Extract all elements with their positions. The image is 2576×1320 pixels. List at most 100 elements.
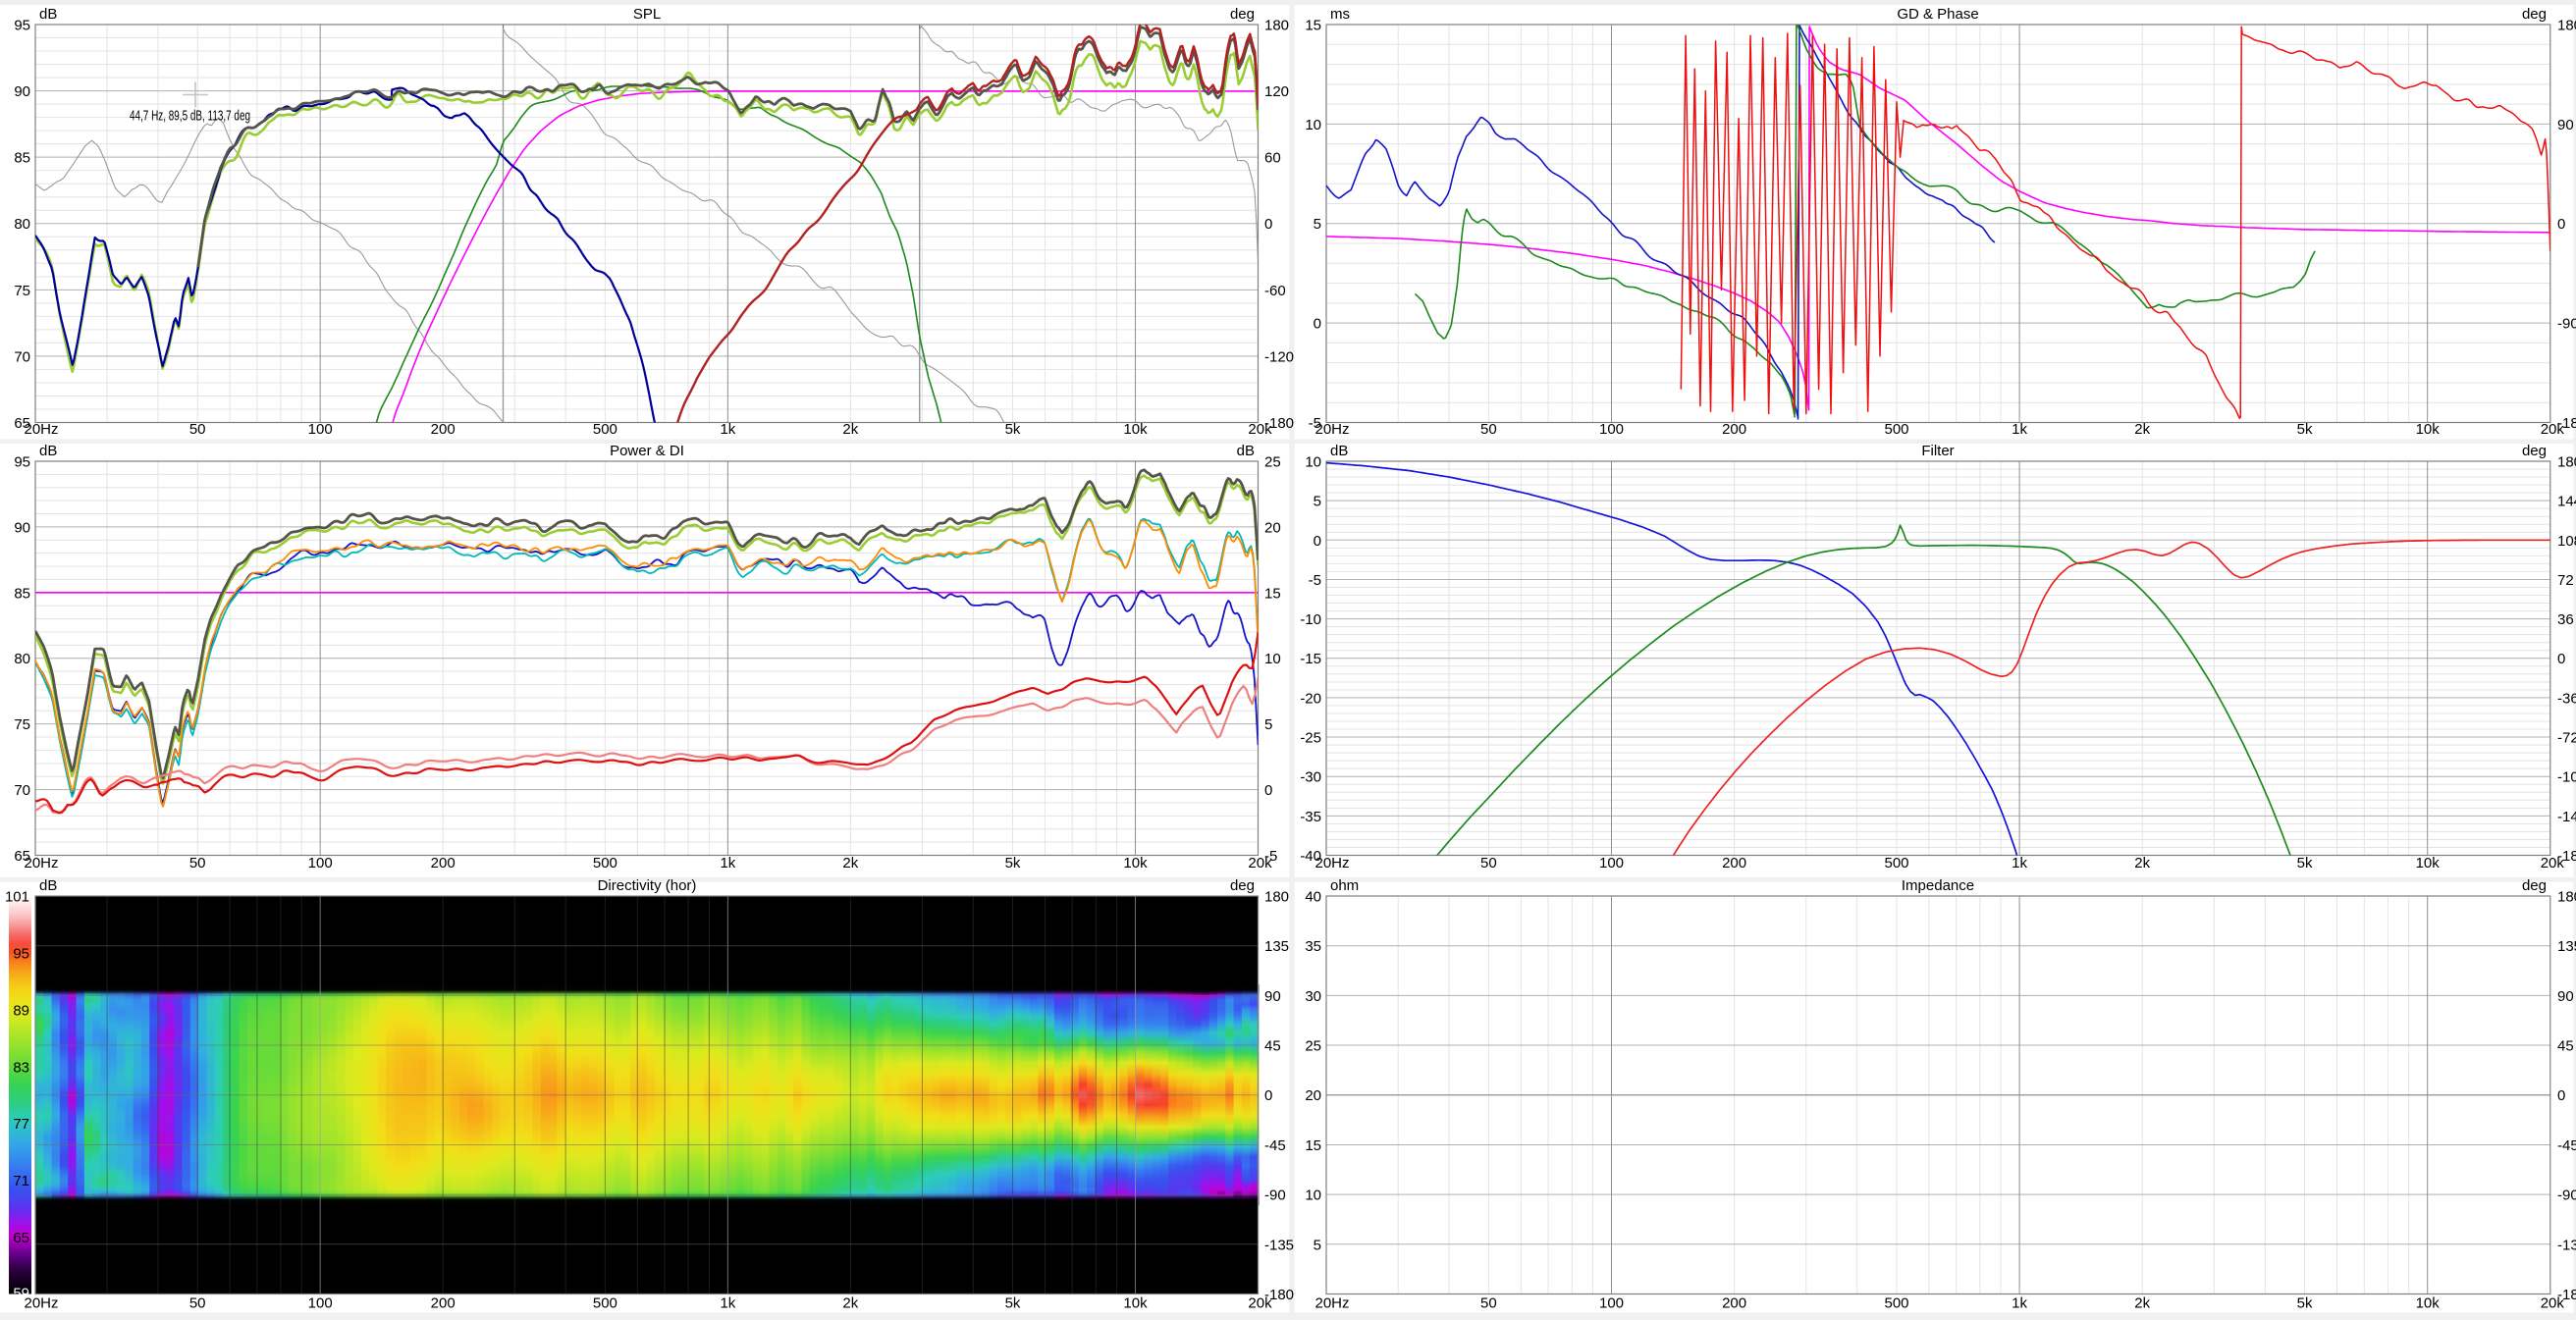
- svg-text:500: 500: [593, 1295, 617, 1312]
- svg-text:-5: -5: [1264, 848, 1277, 865]
- svg-text:90: 90: [1264, 988, 1281, 1005]
- svg-text:100: 100: [1599, 855, 1624, 871]
- svg-text:20Hz: 20Hz: [1315, 421, 1349, 438]
- svg-text:45: 45: [1264, 1038, 1281, 1055]
- svg-text:180: 180: [1264, 18, 1289, 34]
- svg-text:90: 90: [2557, 988, 2574, 1005]
- svg-text:70: 70: [14, 348, 30, 365]
- svg-text:2k: 2k: [2134, 1295, 2150, 1312]
- svg-text:5k: 5k: [2297, 1295, 2313, 1312]
- svg-text:10: 10: [1305, 1188, 1321, 1204]
- svg-text:40: 40: [1305, 889, 1321, 906]
- svg-text:83: 83: [13, 1059, 29, 1076]
- svg-text:-120: -120: [1264, 348, 1294, 365]
- svg-text:50: 50: [189, 1295, 206, 1312]
- svg-text:5k: 5k: [2297, 855, 2313, 871]
- svg-text:90: 90: [14, 83, 30, 100]
- svg-text:20k: 20k: [1248, 1295, 1272, 1312]
- svg-text:70: 70: [14, 782, 30, 799]
- svg-text:75: 75: [14, 283, 30, 299]
- svg-text:-35: -35: [1300, 809, 1321, 825]
- svg-text:5k: 5k: [1005, 855, 1021, 871]
- svg-text:-36: -36: [2557, 690, 2576, 707]
- svg-text:200: 200: [431, 855, 456, 871]
- svg-text:-180: -180: [2557, 415, 2576, 432]
- svg-text:10: 10: [1305, 117, 1321, 133]
- svg-text:65: 65: [14, 848, 30, 865]
- svg-text:5k: 5k: [1005, 1295, 1021, 1312]
- svg-text:36: 36: [2557, 611, 2574, 628]
- svg-text:-45: -45: [2557, 1137, 2576, 1154]
- svg-text:90: 90: [14, 519, 30, 536]
- svg-text:180: 180: [2557, 889, 2576, 906]
- svg-text:10k: 10k: [2416, 1295, 2441, 1312]
- svg-text:-180: -180: [2557, 848, 2576, 865]
- svg-text:500: 500: [593, 421, 617, 438]
- svg-text:Power & DI: Power & DI: [610, 443, 684, 459]
- svg-text:50: 50: [1480, 855, 1497, 871]
- svg-text:-45: -45: [1264, 1137, 1286, 1154]
- svg-text:10k: 10k: [2416, 855, 2441, 871]
- svg-text:dB: dB: [1330, 443, 1348, 459]
- svg-text:Filter: Filter: [1921, 443, 1954, 459]
- svg-text:-90: -90: [2557, 1188, 2576, 1204]
- svg-text:200: 200: [1722, 1295, 1746, 1312]
- svg-text:5: 5: [1314, 1237, 1321, 1253]
- svg-text:-10: -10: [1300, 611, 1321, 628]
- svg-text:-40: -40: [1300, 848, 1321, 865]
- svg-text:deg: deg: [2522, 877, 2547, 894]
- svg-text:500: 500: [1884, 1295, 1908, 1312]
- svg-text:59: 59: [13, 1286, 29, 1302]
- svg-text:-90: -90: [2557, 316, 2576, 333]
- svg-text:dB: dB: [39, 877, 57, 894]
- svg-text:144: 144: [2557, 494, 2576, 510]
- svg-text:101: 101: [5, 889, 29, 906]
- svg-text:1k: 1k: [2012, 421, 2027, 438]
- svg-text:-90: -90: [1264, 1188, 1286, 1204]
- svg-text:1k: 1k: [2012, 855, 2027, 871]
- svg-text:1k: 1k: [2012, 1295, 2027, 1312]
- svg-text:5k: 5k: [2297, 421, 2313, 438]
- svg-text:1k: 1k: [720, 1295, 735, 1312]
- svg-text:200: 200: [1722, 855, 1746, 871]
- svg-text:135: 135: [2557, 938, 2576, 955]
- svg-text:60: 60: [1264, 150, 1281, 167]
- svg-text:GD & Phase: GD & Phase: [1897, 6, 1978, 23]
- svg-text:Impedance: Impedance: [1902, 877, 1974, 894]
- svg-text:35: 35: [1305, 938, 1321, 955]
- svg-text:50: 50: [189, 855, 206, 871]
- svg-text:5k: 5k: [1005, 421, 1021, 438]
- svg-text:15: 15: [1264, 585, 1281, 602]
- svg-text:100: 100: [308, 421, 333, 438]
- svg-text:10k: 10k: [2416, 421, 2441, 438]
- svg-text:-135: -135: [2557, 1237, 2576, 1253]
- svg-text:deg: deg: [2522, 6, 2547, 23]
- svg-text:20Hz: 20Hz: [1315, 1295, 1349, 1312]
- svg-text:deg: deg: [1230, 877, 1255, 894]
- svg-text:90: 90: [2557, 117, 2574, 133]
- svg-text:71: 71: [13, 1173, 29, 1189]
- svg-text:0: 0: [2557, 1087, 2565, 1104]
- svg-text:500: 500: [1884, 855, 1908, 871]
- svg-text:-5: -5: [1309, 572, 1321, 589]
- svg-text:10: 10: [1264, 651, 1281, 667]
- svg-text:95: 95: [14, 454, 30, 471]
- svg-text:20Hz: 20Hz: [24, 421, 58, 438]
- svg-text:10: 10: [1305, 454, 1321, 471]
- svg-text:77: 77: [13, 1116, 29, 1133]
- svg-text:80: 80: [14, 216, 30, 233]
- svg-text:85: 85: [14, 150, 30, 167]
- svg-text:20Hz: 20Hz: [1315, 855, 1349, 871]
- svg-text:0: 0: [2557, 651, 2565, 667]
- svg-text:-135: -135: [1264, 1237, 1294, 1253]
- svg-text:-5: -5: [1309, 415, 1321, 432]
- svg-text:1k: 1k: [720, 421, 735, 438]
- svg-text:25: 25: [1264, 454, 1281, 471]
- svg-text:20Hz: 20Hz: [24, 855, 58, 871]
- svg-text:30: 30: [1305, 988, 1321, 1005]
- svg-text:0: 0: [1264, 782, 1272, 799]
- svg-text:100: 100: [1599, 421, 1624, 438]
- svg-text:Directivity (hor): Directivity (hor): [598, 877, 697, 894]
- svg-text:5: 5: [1314, 216, 1321, 233]
- svg-text:2k: 2k: [842, 855, 858, 871]
